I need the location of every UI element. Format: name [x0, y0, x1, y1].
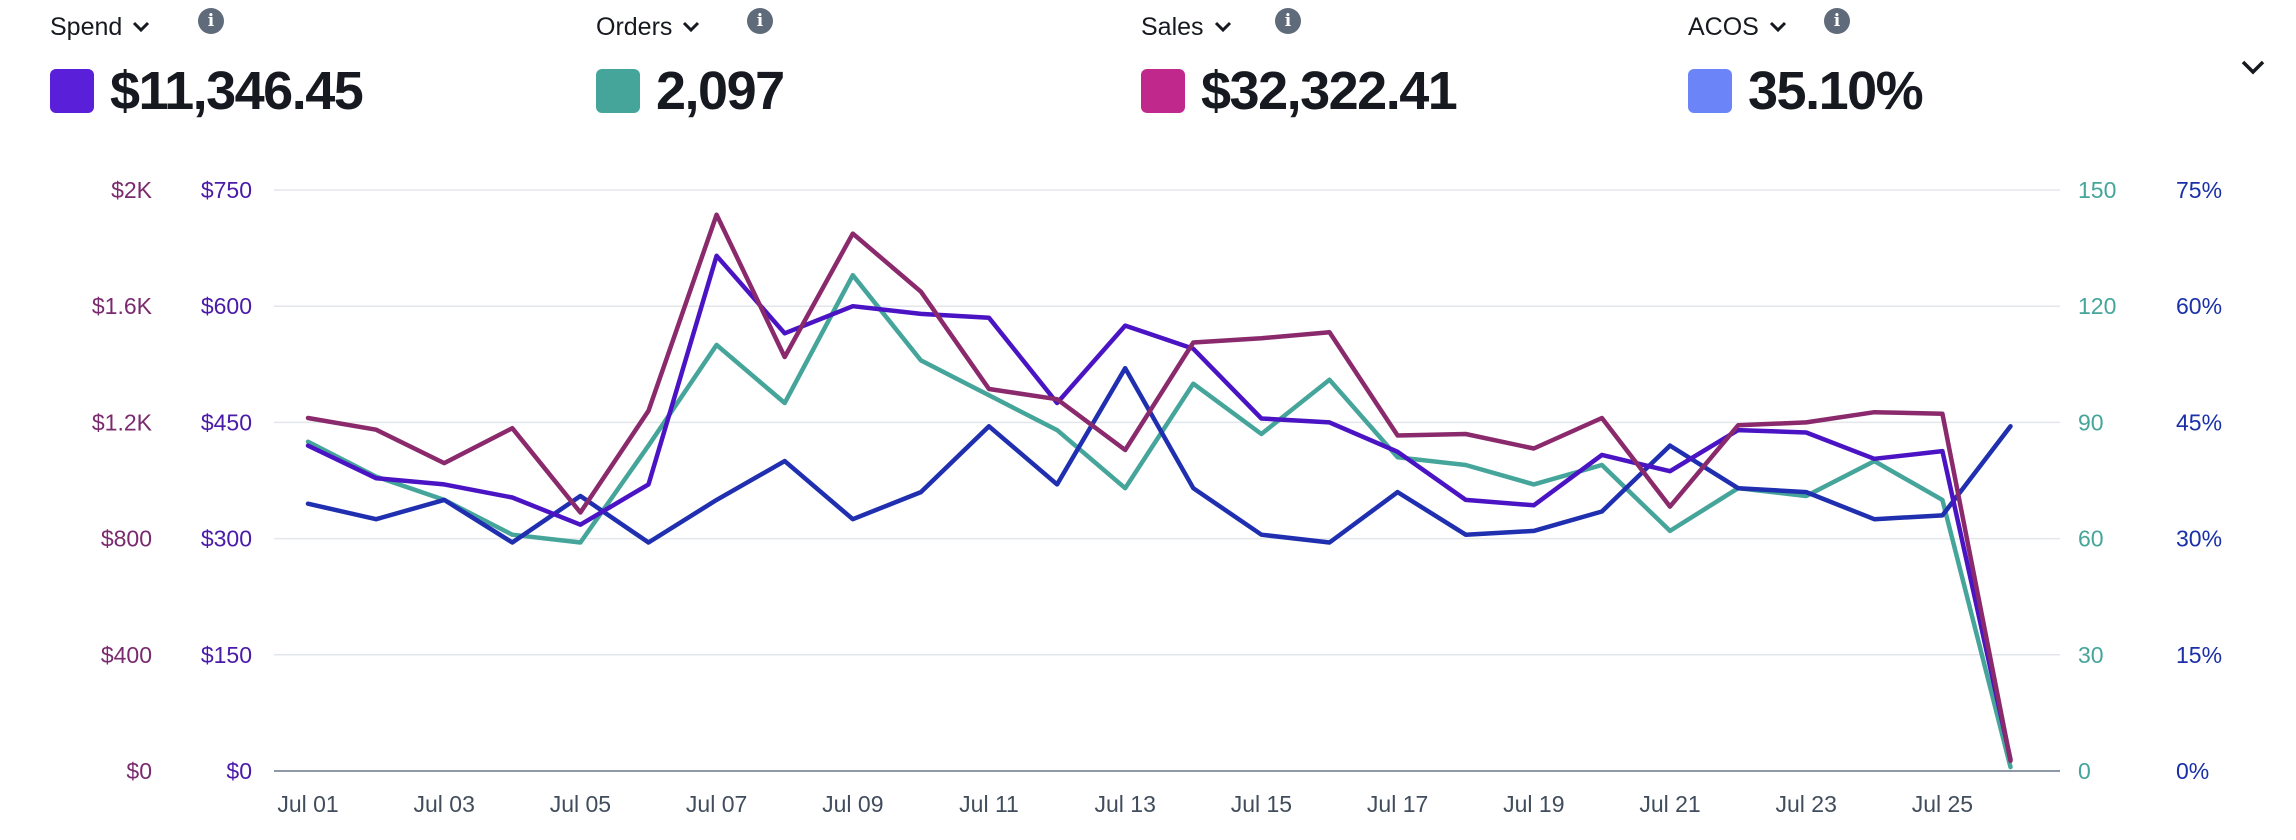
- metric-spend-label: Spend: [50, 12, 123, 41]
- sales-axis-tick: $800: [101, 526, 152, 552]
- x-axis-tick: Jul 11: [959, 791, 1019, 817]
- metric-acos-swatch: [1688, 69, 1732, 113]
- acos-axis-tick: 15%: [2176, 642, 2222, 668]
- info-icon[interactable]: i: [747, 8, 773, 34]
- metric-acos: ACOS 35.10%: [1688, 10, 1924, 122]
- x-axis-tick: Jul 09: [822, 791, 883, 817]
- spend-axis-tick: $0: [226, 758, 252, 784]
- x-axis-tick: Jul 03: [414, 791, 475, 817]
- orders-axis-tick: 0: [2078, 758, 2091, 784]
- x-axis-tick: Jul 17: [1367, 791, 1428, 817]
- metric-spend-selector[interactable]: Spend: [50, 10, 362, 44]
- metric-sales-selector[interactable]: Sales: [1141, 10, 1456, 44]
- sales-axis-tick: $1.2K: [92, 409, 153, 435]
- info-icon[interactable]: i: [1275, 8, 1301, 34]
- sales-axis-tick: $2K: [111, 177, 153, 203]
- sales-axis-tick: $400: [101, 642, 152, 668]
- metric-spend: Spend $11,346.45: [50, 10, 364, 122]
- metric-spend-swatch: [50, 69, 94, 113]
- spend-axis-tick: $300: [201, 526, 252, 552]
- chevron-down-icon[interactable]: [130, 16, 152, 38]
- x-axis-tick: Jul 05: [550, 791, 611, 817]
- sales-axis-tick: $1.6K: [92, 293, 153, 319]
- orders-axis-tick: 120: [2078, 293, 2116, 319]
- chevron-down-icon[interactable]: [680, 16, 702, 38]
- metric-sales-value: $32,322.41: [1201, 61, 1458, 121]
- x-axis-tick: Jul 25: [1912, 791, 1973, 817]
- x-axis-tick: Jul 07: [686, 791, 747, 817]
- acos-axis-tick: 45%: [2176, 409, 2222, 435]
- x-axis-tick: Jul 13: [1095, 791, 1156, 817]
- metric-orders-label: Orders: [596, 12, 673, 41]
- spend-axis-tick: $150: [201, 642, 252, 668]
- metric-acos-value: 35.10%: [1748, 61, 1924, 121]
- acos-axis-tick: 30%: [2176, 526, 2222, 552]
- acos-axis-tick: 75%: [2176, 177, 2222, 203]
- series-line-acos[interactable]: [305, 365, 2013, 545]
- sales-axis-tick: $0: [126, 758, 152, 784]
- collapse-chevron-icon[interactable]: [2236, 50, 2270, 84]
- metric-acos-label: ACOS: [1688, 12, 1759, 41]
- metric-orders-swatch: [596, 69, 640, 113]
- series-line-sales[interactable]: [305, 212, 2013, 764]
- info-icon[interactable]: i: [1824, 8, 1850, 34]
- x-axis-tick: Jul 19: [1503, 791, 1564, 817]
- series-line-orders[interactable]: [305, 272, 2013, 770]
- metric-orders-value: 2,097: [656, 61, 785, 121]
- x-axis-tick: Jul 01: [277, 791, 338, 817]
- chevron-down-icon[interactable]: [1212, 16, 1234, 38]
- metric-orders: Orders 2,097: [596, 10, 785, 122]
- acos-axis-tick: 60%: [2176, 293, 2222, 319]
- orders-axis-tick: 150: [2078, 177, 2116, 203]
- chevron-down-icon[interactable]: [1767, 16, 1789, 38]
- orders-axis-tick: 30: [2078, 642, 2104, 668]
- spend-axis-tick: $750: [201, 177, 252, 203]
- orders-axis-tick: 60: [2078, 526, 2104, 552]
- info-icon[interactable]: i: [198, 8, 224, 34]
- metric-spend-value: $11,346.45: [110, 61, 364, 121]
- metric-sales: Sales $32,322.41: [1141, 10, 1458, 122]
- acos-axis-tick: 0%: [2176, 758, 2209, 784]
- spend-axis-tick: $450: [201, 409, 252, 435]
- x-axis-tick: Jul 23: [1776, 791, 1837, 817]
- metric-sales-swatch: [1141, 69, 1185, 113]
- metric-sales-label: Sales: [1141, 12, 1204, 41]
- metric-acos-selector[interactable]: ACOS: [1688, 10, 1922, 44]
- x-axis-tick: Jul 15: [1231, 791, 1292, 817]
- x-axis-tick: Jul 21: [1639, 791, 1700, 817]
- orders-axis-tick: 90: [2078, 409, 2104, 435]
- metric-orders-selector[interactable]: Orders: [596, 10, 784, 44]
- spend-axis-tick: $600: [201, 293, 252, 319]
